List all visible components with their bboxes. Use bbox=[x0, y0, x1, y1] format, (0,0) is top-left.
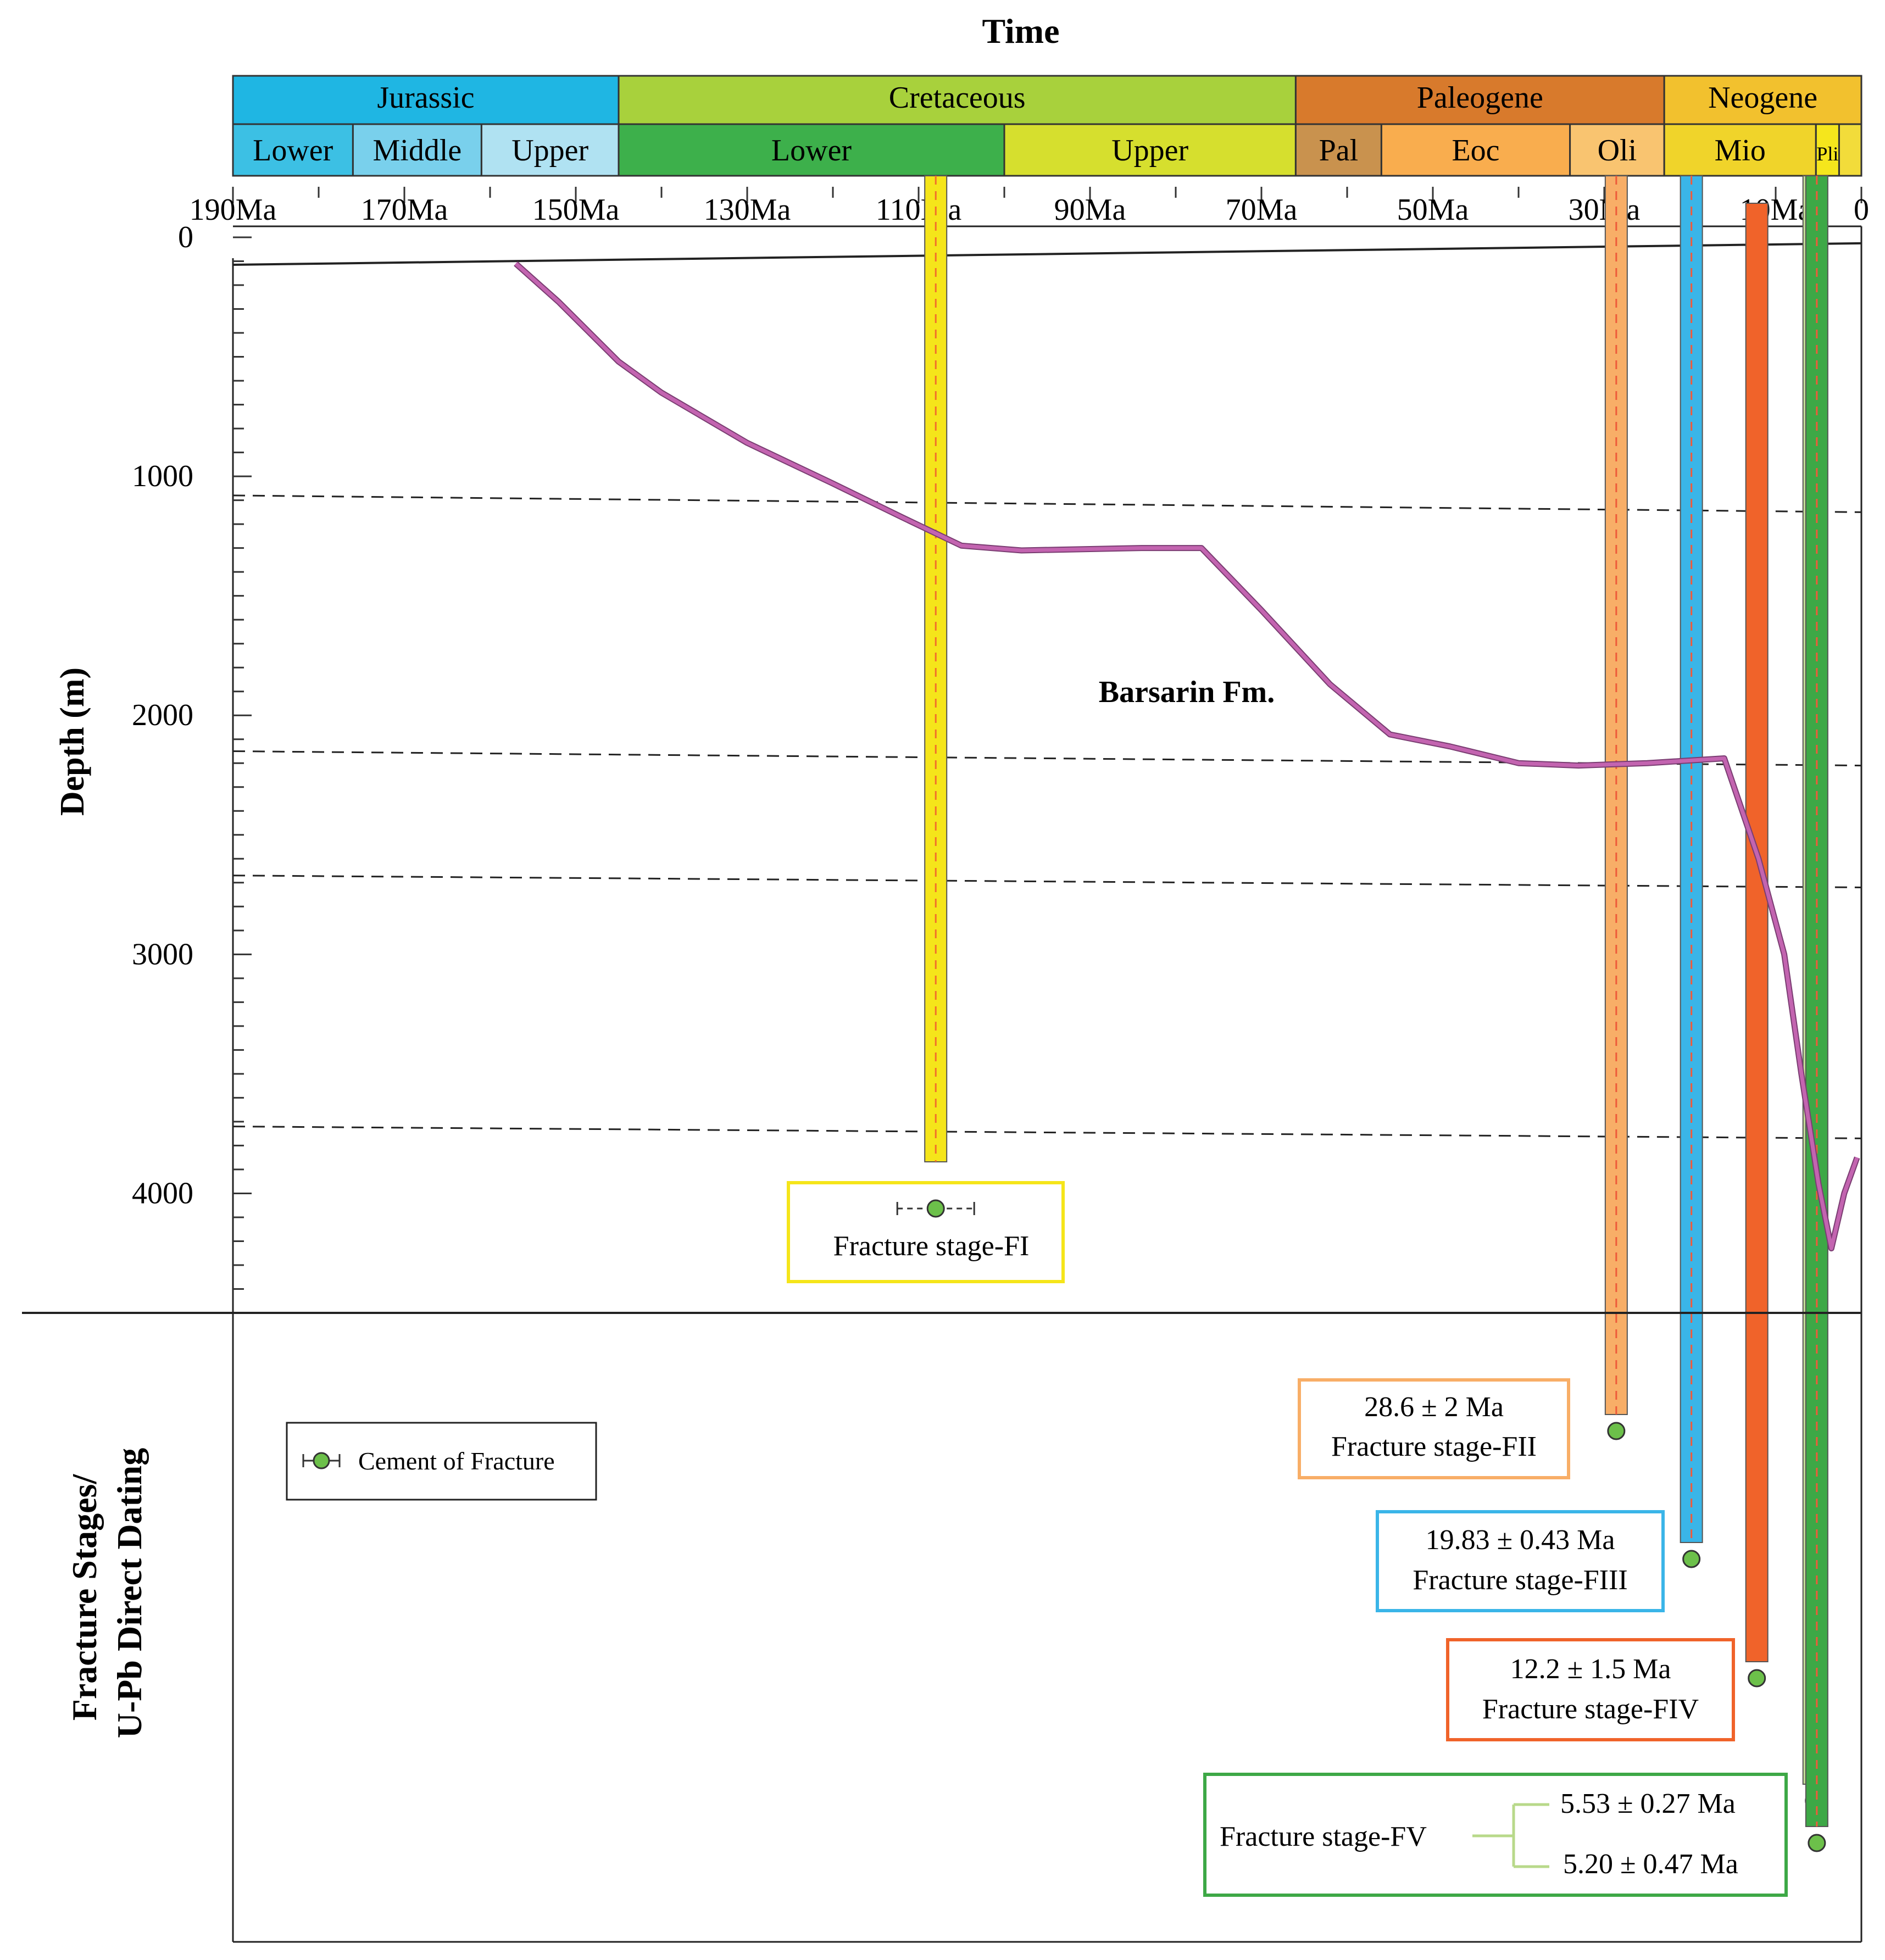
period-neogene bbox=[1663, 75, 1862, 125]
cement-marker-fracture-stage-fiii bbox=[1682, 1550, 1701, 1568]
bar-fracture-stage-fiv bbox=[1745, 203, 1769, 1662]
period-jurassic bbox=[232, 75, 620, 125]
label-box-fiii bbox=[1376, 1510, 1665, 1612]
period-label-cretaceous: Cretaceous bbox=[889, 81, 1026, 115]
x-tick-label-150: 150Ma bbox=[532, 193, 620, 227]
x-tick-label-110: 110Ma bbox=[876, 193, 962, 227]
epoch-5 bbox=[1294, 123, 1382, 177]
label-fiv: Fracture stage-FIV bbox=[1482, 1694, 1699, 1725]
lower-panel-label-line-1: Fracture Stages/ bbox=[65, 1474, 104, 1721]
label-fv-age-b: 5.20 ± 0.47 Ma bbox=[1563, 1848, 1738, 1880]
label-fii: Fracture stage-FII bbox=[1331, 1431, 1537, 1462]
label-fiii: Fracture stage-FIII bbox=[1413, 1564, 1627, 1596]
epoch-1 bbox=[352, 123, 482, 177]
label-fii-age: 28.6 ± 2 Ma bbox=[1364, 1391, 1504, 1423]
epoch-label-pal-5: Pal bbox=[1319, 133, 1359, 168]
y-axis: 0 1000 2000 3000 4000 bbox=[132, 220, 252, 1313]
x-tick-label-50: 50Ma bbox=[1397, 193, 1469, 227]
epoch-10 bbox=[1838, 123, 1862, 177]
x-tick-label-190: 190Ma bbox=[190, 193, 277, 227]
fv-bracket bbox=[1472, 1803, 1549, 1868]
lower-panel-label-line-2: U-Pb Direct Dating bbox=[110, 1448, 149, 1739]
legend: Cement of Fracture bbox=[286, 1422, 597, 1501]
label-fiv-age: 12.2 ± 1.5 Ma bbox=[1510, 1653, 1671, 1685]
cement-marker-fi bbox=[926, 1199, 945, 1218]
y-tick-label-4000: 4000 bbox=[132, 1176, 193, 1210]
label-fv-age-a: 5.53 ± 0.27 Ma bbox=[1560, 1788, 1736, 1819]
epoch-label-lower-3: Lower bbox=[771, 133, 852, 168]
period-label-neogene: Neogene bbox=[1708, 81, 1817, 115]
y-tick-label-0: 0 bbox=[178, 220, 193, 254]
epoch-2 bbox=[480, 123, 620, 177]
formation-label: Barsarin Fm. bbox=[1099, 675, 1275, 709]
period-paleogene bbox=[1294, 75, 1665, 125]
epoch-7 bbox=[1569, 123, 1665, 177]
epoch-label-lower-0: Lower bbox=[253, 133, 333, 168]
x-tick-label-0: 0 bbox=[1854, 193, 1869, 227]
horizon-lines bbox=[232, 242, 1862, 1139]
epoch-8 bbox=[1663, 123, 1817, 177]
horizon-line-1 bbox=[232, 494, 1862, 513]
x-tick-label-130: 130Ma bbox=[704, 193, 791, 227]
geologic-timescale: Jurassic Cretaceous Paleogene Neogene Lower M… bbox=[232, 75, 1862, 177]
label-fiii-age: 19.83 ± 0.43 Ma bbox=[1426, 1524, 1615, 1556]
x-tick-label-70: 70Ma bbox=[1226, 193, 1298, 227]
epoch-label-eoc-6: Eoc bbox=[1452, 133, 1499, 168]
y-tick-label-1000: 1000 bbox=[132, 459, 193, 493]
burial-curve bbox=[514, 262, 1859, 1250]
epoch-4 bbox=[1003, 123, 1297, 177]
epoch-label-pli-9: Pli bbox=[1816, 143, 1838, 165]
fracture-stage-bars bbox=[924, 175, 1828, 1852]
label-fv: Fracture stage-FV bbox=[1220, 1821, 1427, 1852]
y-axis-label: Depth (m) bbox=[54, 667, 91, 816]
epoch-label-upper-2: Upper bbox=[511, 133, 588, 168]
horizon-line-4 bbox=[232, 1126, 1862, 1139]
chart-title: Time bbox=[982, 12, 1059, 51]
horizon-line-2 bbox=[232, 750, 1862, 767]
label-box-fiv bbox=[1446, 1638, 1735, 1741]
period-cretaceous bbox=[618, 75, 1297, 125]
horizon-line-0 bbox=[232, 242, 1862, 266]
epoch-label-middle-1: Middle bbox=[373, 133, 462, 168]
legend-marker bbox=[313, 1452, 330, 1469]
epoch-label-mio-8: Mio bbox=[1715, 133, 1766, 168]
cement-marker-fracture-stage-fiv bbox=[1748, 1669, 1766, 1688]
label-fi: Fracture stage-FI bbox=[833, 1230, 1030, 1262]
fracture-stage-labels: Fracture stage-FI 28.6 ± 2 Ma Fracture sta… bbox=[787, 1181, 1788, 1897]
period-label-paleogene: Paleogene bbox=[1417, 81, 1543, 115]
lower-panel-label: Fracture Stages/ U-Pb Direct Dating bbox=[65, 1448, 149, 1739]
panel-frames bbox=[22, 226, 1862, 1943]
burial-curve-group bbox=[514, 261, 1860, 1251]
label-box-fii bbox=[1298, 1378, 1570, 1479]
x-tick-label-90: 90Ma bbox=[1054, 193, 1126, 227]
period-label-jurassic: Jurassic bbox=[377, 81, 474, 115]
epoch-label-upper-4: Upper bbox=[1111, 133, 1188, 168]
cement-marker-fracture-stage-fv-b bbox=[1808, 1834, 1826, 1852]
x-tick-label-30: 30Ma bbox=[1569, 193, 1641, 227]
cement-marker-fracture-stage-fii bbox=[1607, 1422, 1626, 1440]
epoch-3 bbox=[618, 123, 1005, 177]
y-tick-label-2000: 2000 bbox=[132, 698, 193, 732]
x-tick-label-170: 170Ma bbox=[361, 193, 448, 227]
label-box-fi bbox=[787, 1181, 1065, 1283]
legend-label: Cement of Fracture bbox=[358, 1447, 555, 1475]
horizon-line-3 bbox=[232, 875, 1862, 889]
epoch-0 bbox=[232, 123, 354, 177]
y-tick-label-3000: 3000 bbox=[132, 937, 193, 971]
epoch-label-oli-7: Oli bbox=[1598, 133, 1637, 168]
